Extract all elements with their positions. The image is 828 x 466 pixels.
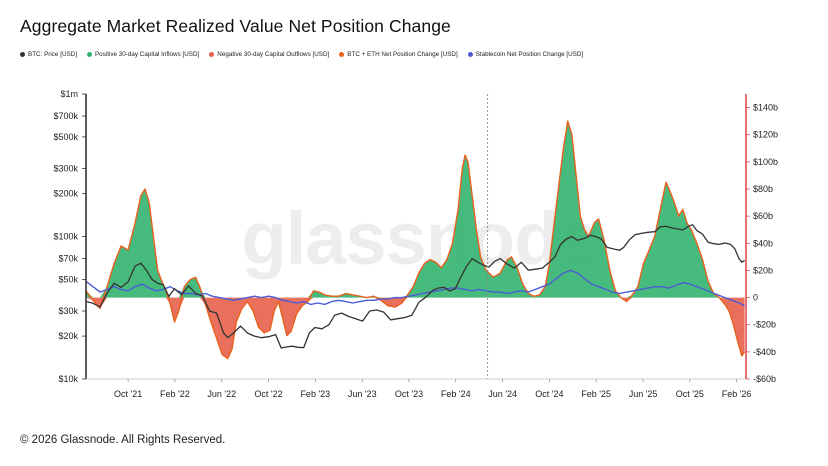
left-tick-label: $700k bbox=[53, 111, 78, 121]
x-tick-label: Feb '24 bbox=[441, 389, 471, 399]
x-tick-label: Feb '22 bbox=[160, 389, 190, 399]
legend-item-inflows[interactable]: Positive 30-day Capital Inflows [USD] bbox=[86, 50, 200, 58]
left-tick-label: $1m bbox=[60, 89, 78, 99]
right-tick-label: $120b bbox=[753, 130, 778, 140]
legend-label-stablecoin: Stablecoin Net Position Change [USD] bbox=[475, 50, 584, 58]
legend-item-btc-price[interactable]: BTC: Price [USD] bbox=[20, 51, 77, 58]
right-tick-label: -$20b bbox=[753, 320, 776, 330]
inflows-area bbox=[86, 121, 745, 298]
left-tick-label: $20k bbox=[58, 331, 78, 341]
x-tick-label: Jun '23 bbox=[348, 389, 377, 399]
legend-label-btc-price: BTC: Price [USD] bbox=[28, 50, 77, 58]
left-tick-label: $70k bbox=[58, 254, 78, 264]
x-tick-label: Jun '24 bbox=[488, 389, 517, 399]
legend-dot-inflows bbox=[86, 51, 92, 57]
outflows-area bbox=[86, 297, 745, 359]
x-tick-label: Feb '23 bbox=[300, 389, 330, 399]
x-tick-label: Jun '25 bbox=[629, 389, 658, 399]
x-tick-label: Oct '25 bbox=[676, 389, 704, 399]
legend-label-net-position: BTC + ETH Net Position Change [USD] bbox=[347, 50, 458, 58]
left-tick-label: $500k bbox=[53, 132, 78, 142]
chart-title: Aggregate Market Realized Value Net Posi… bbox=[20, 16, 451, 36]
x-tick-label: Oct '23 bbox=[395, 389, 423, 399]
legend: BTC: Price [USD] Positive 30-day Capital… bbox=[20, 48, 583, 60]
legend-dot-outflows bbox=[209, 51, 215, 57]
right-tick-label: $60b bbox=[753, 211, 773, 221]
watermark-text: glassnode bbox=[242, 197, 599, 280]
x-tick-label: Oct '22 bbox=[254, 389, 282, 399]
legend-dot-net-position bbox=[339, 51, 345, 57]
stablecoin-line bbox=[86, 269, 745, 307]
x-tick-label: Feb '25 bbox=[581, 389, 611, 399]
x-tick-label: Oct '24 bbox=[535, 389, 563, 399]
copyright-footer: © 2026 Glassnode. All Rights Reserved. bbox=[20, 434, 226, 446]
left-tick-label: $300k bbox=[53, 164, 78, 174]
right-tick-label: 0 bbox=[753, 293, 758, 303]
net-position-line bbox=[86, 120, 746, 360]
right-tick-label: $100b bbox=[753, 157, 778, 167]
x-tick-label: Oct '21 bbox=[114, 389, 142, 399]
left-tick-label: $10k bbox=[58, 374, 78, 384]
left-tick-label: $30k bbox=[58, 306, 78, 316]
legend-label-outflows: Negative 30-day Capital Outflows [USD] bbox=[217, 50, 330, 58]
legend-item-outflows[interactable]: Negative 30-day Capital Outflows [USD] bbox=[209, 51, 329, 58]
legend-dot-btc-price bbox=[20, 51, 25, 57]
right-tick-label: $140b bbox=[753, 103, 778, 113]
legend-dot-stablecoin bbox=[467, 51, 473, 57]
right-tick-label: -$40b bbox=[753, 347, 776, 357]
legend-item-net-position[interactable]: BTC + ETH Net Position Change [USD] bbox=[339, 50, 458, 58]
x-tick-label: Jun '22 bbox=[207, 389, 236, 399]
right-tick-label: $20b bbox=[753, 265, 773, 275]
right-tick-label: $80b bbox=[753, 184, 773, 194]
right-tick-label: -$60b bbox=[753, 374, 776, 384]
right-tick-label: $40b bbox=[753, 238, 773, 248]
legend-item-stablecoin[interactable]: Stablecoin Net Position Change [USD] bbox=[467, 50, 584, 58]
left-tick-label: $50k bbox=[58, 274, 78, 284]
x-tick-label: Feb '26 bbox=[722, 389, 752, 399]
btc-price-line bbox=[86, 224, 745, 349]
left-tick-label: $100k bbox=[53, 232, 78, 242]
plot-area bbox=[86, 120, 746, 360]
left-tick-label: $200k bbox=[53, 189, 78, 199]
legend-label-inflows: Positive 30-day Capital Inflows [USD] bbox=[94, 50, 200, 58]
